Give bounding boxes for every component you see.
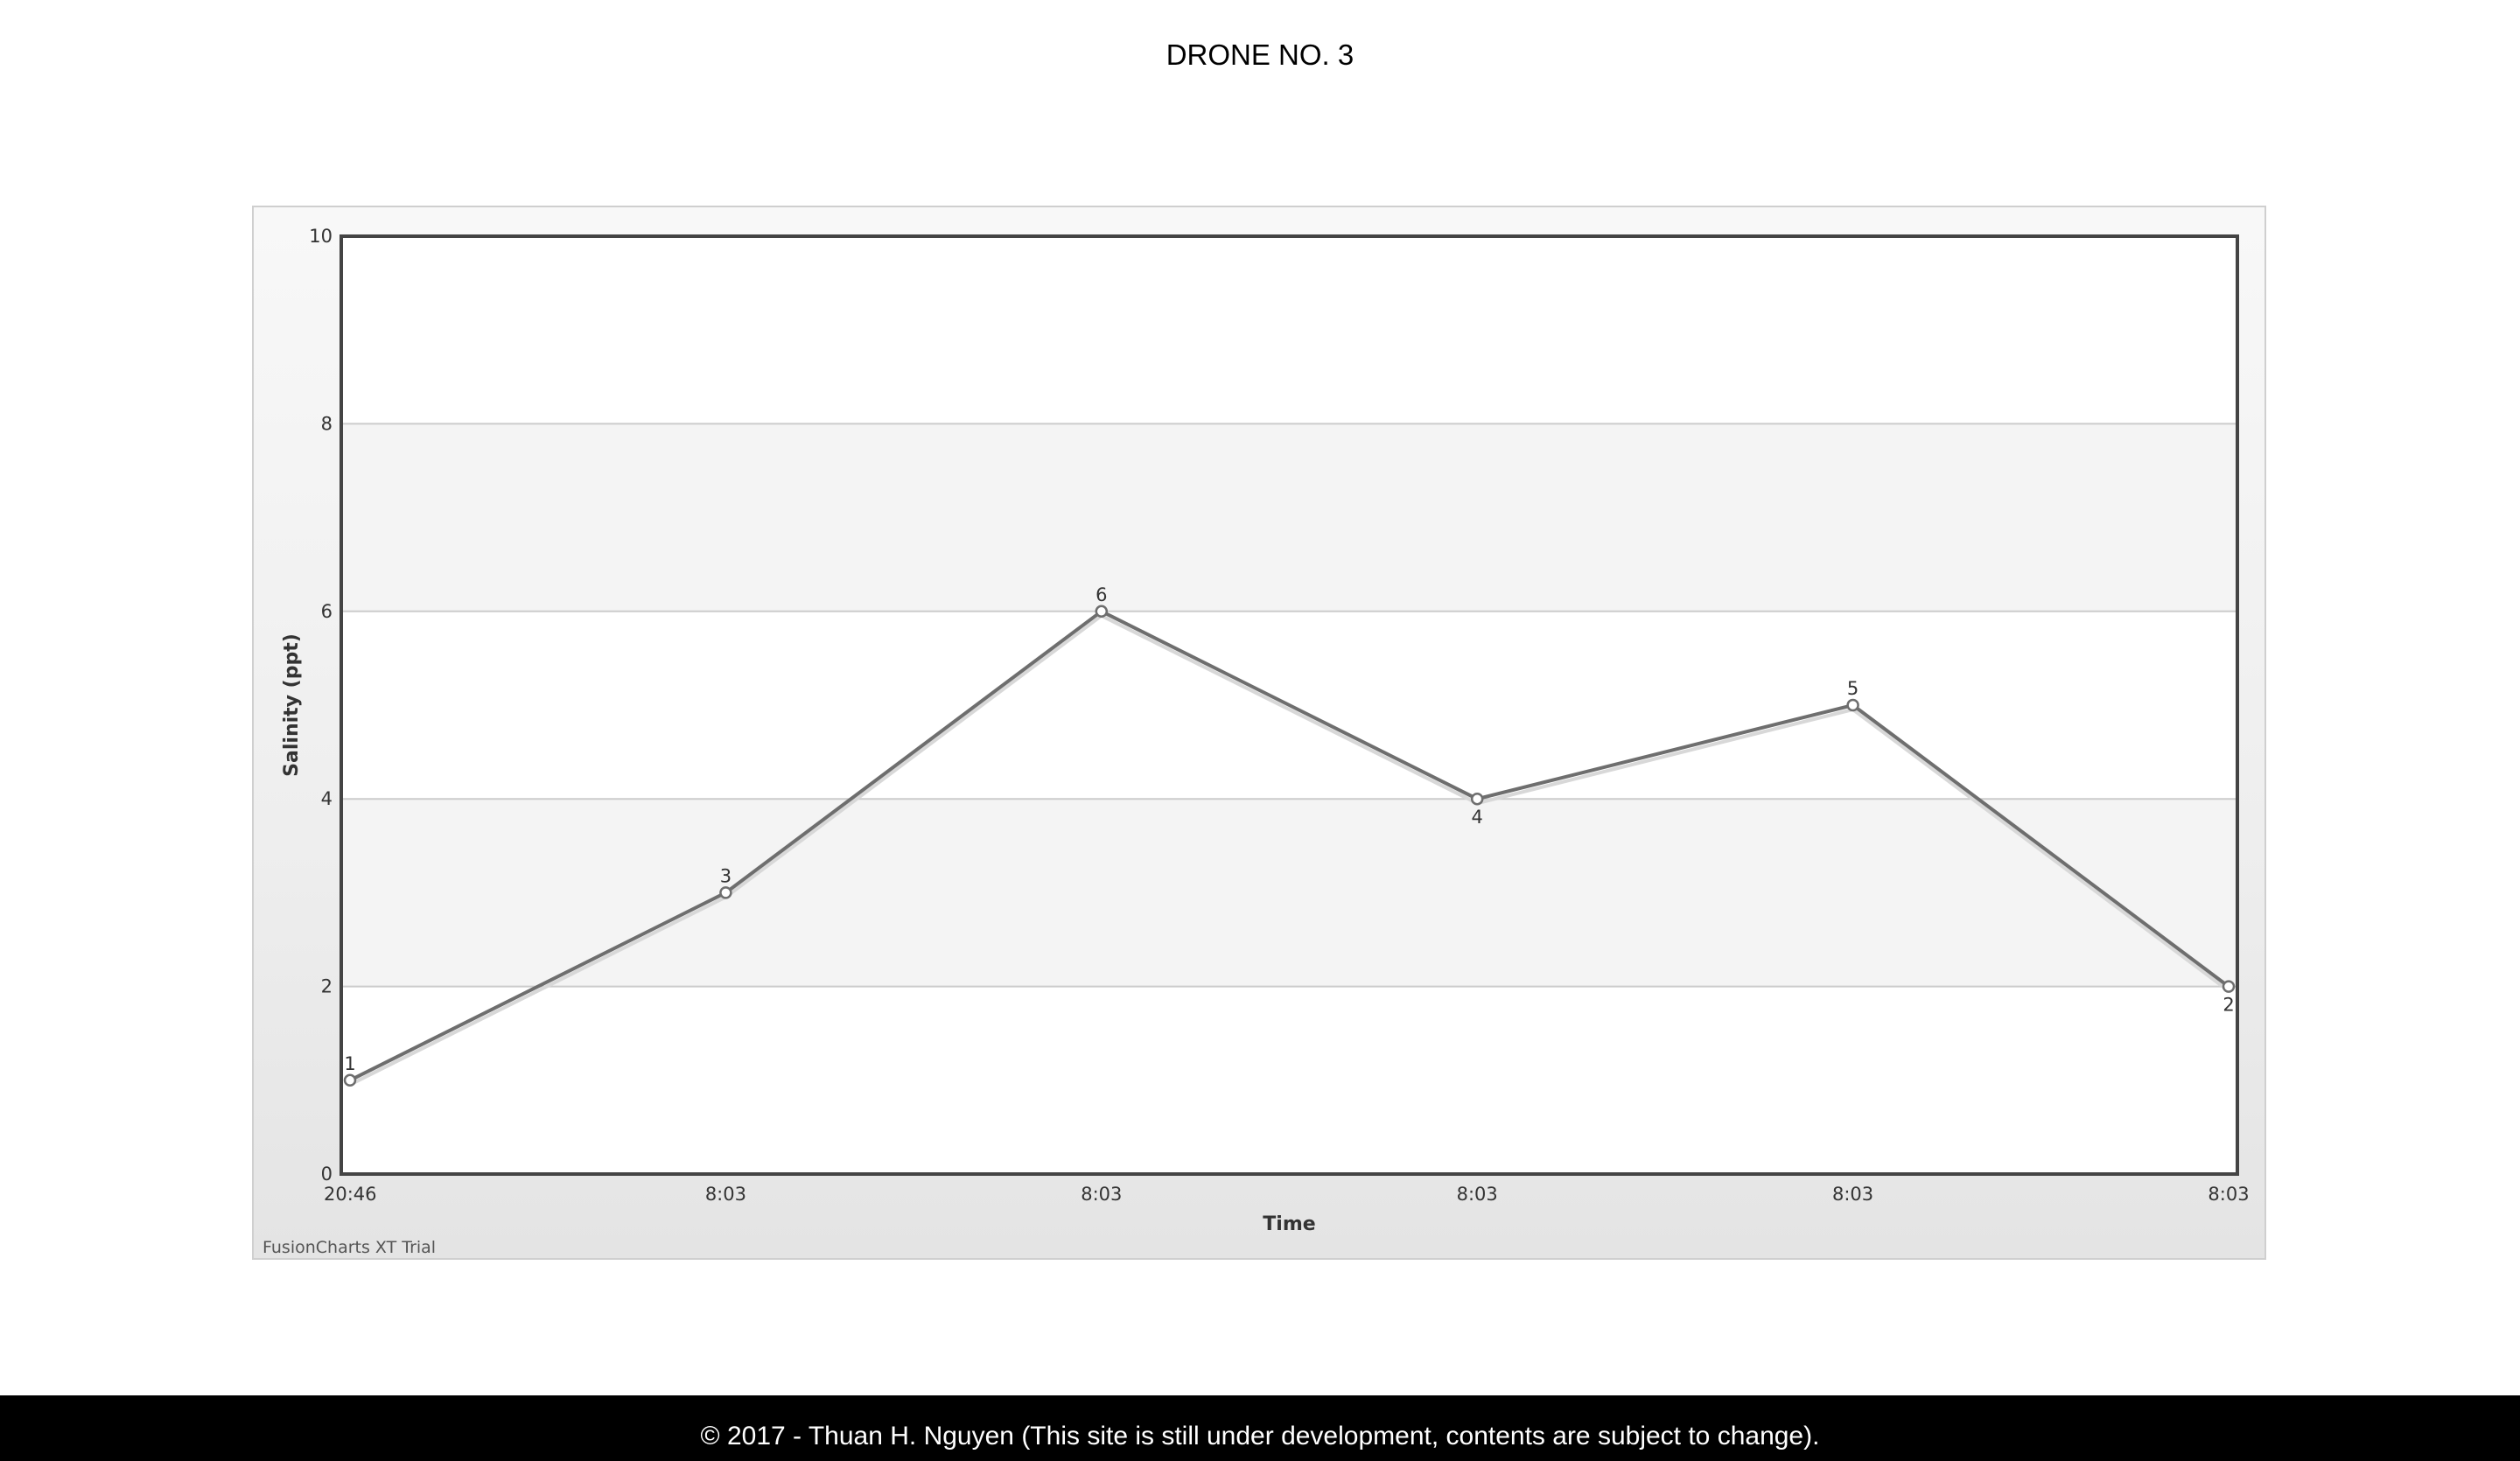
data-label: 4 — [1472, 807, 1483, 828]
x-tick-label: 8:03 — [705, 1184, 746, 1205]
y-tick-label: 6 — [321, 601, 332, 622]
data-point[interactable] — [719, 886, 732, 899]
y-tick-label: 0 — [321, 1164, 332, 1185]
data-label: 6 — [1096, 584, 1107, 605]
data-point[interactable] — [1470, 792, 1484, 806]
x-axis-title: Time — [1263, 1213, 1315, 1235]
y-axis-ticks: 0 2 4 6 8 10 — [309, 226, 332, 1185]
x-tick-label: 20:46 — [324, 1184, 377, 1205]
series-line-group — [349, 609, 2230, 1087]
data-point[interactable] — [343, 1073, 357, 1087]
x-tick-label: 8:03 — [1081, 1184, 1122, 1205]
series-line-shadow — [349, 613, 2230, 1087]
y-tick-label: 10 — [309, 226, 332, 247]
y-tick-label: 8 — [321, 413, 332, 434]
data-point[interactable] — [1846, 698, 1859, 712]
series-line — [349, 609, 2230, 1082]
x-tick-label: 8:03 — [1832, 1184, 1873, 1205]
page-title: DRONE NO. 3 — [1166, 38, 1354, 71]
data-label: 2 — [2222, 995, 2234, 1016]
gridlines — [341, 423, 2237, 988]
x-tick-label: 8:03 — [1457, 1184, 1498, 1205]
footer: © 2017 - Thuan H. Nguyen (This site is s… — [0, 1395, 2520, 1461]
data-label: 5 — [1847, 678, 1858, 699]
data-point[interactable] — [2222, 980, 2236, 993]
footer-text: © 2017 - Thuan H. Nguyen (This site is s… — [700, 1422, 1820, 1451]
data-labels: 1 3 6 4 5 2 — [344, 584, 2234, 1074]
y-axis-title: Salinity (ppt) — [281, 633, 303, 777]
data-label: 3 — [720, 865, 732, 886]
plot-band — [341, 423, 2237, 612]
data-point[interactable] — [1095, 605, 1109, 619]
y-tick-label: 4 — [321, 788, 332, 809]
y-tick-label: 2 — [321, 976, 332, 997]
x-axis-ticks: 20:46 8:03 8:03 8:03 8:03 8:03 — [324, 1184, 2250, 1205]
plot-area-border — [340, 234, 2239, 1176]
x-tick-label: 8:03 — [2208, 1184, 2249, 1205]
plot-band — [341, 799, 2237, 987]
watermark-text: FusionCharts XT Trial — [262, 1238, 436, 1257]
data-points — [343, 605, 2236, 1087]
data-label: 1 — [344, 1053, 355, 1074]
